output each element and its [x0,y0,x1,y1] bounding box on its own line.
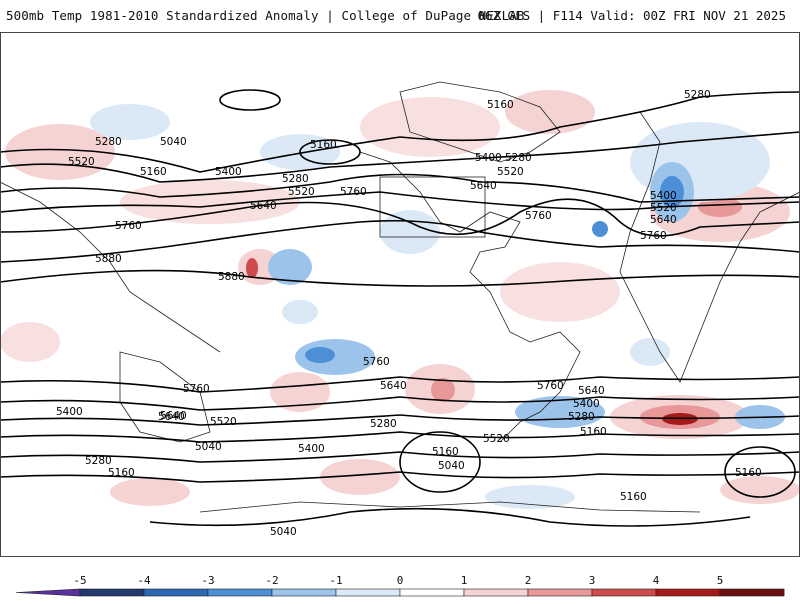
colorbar-swatch [207,588,273,597]
contour-label: 5400 [650,190,677,202]
contour-label: 5400 [215,166,242,178]
colorbar-tick: -1 [329,574,342,587]
contour-label: 5760 [363,356,390,368]
colorbar-ticks: -5 -4 -3 -2 -1 0 1 2 3 4 5 [73,574,723,587]
contour-label: 5760 [537,380,564,392]
contour-label: 5280 [85,455,112,467]
contour-label: 5880 [218,271,245,283]
australia-coast [119,351,211,443]
colorbar-swatch [15,588,81,597]
contour-label: 5640 [470,180,497,192]
cool-anomaly-shading [90,104,785,509]
contour-label: 5640 [380,380,407,392]
contour-label: 5520 [68,156,95,168]
colorbar-swatch [335,588,401,597]
contour-label: 5160 [735,467,762,479]
anomaly-map: 5280 5040 5160 5520 5160 5400 5280 5520 … [0,32,800,557]
colorbar-canvas: -5 -4 -3 -2 -1 0 1 2 3 4 5 [15,574,785,597]
contour-label: 5520 [650,202,677,214]
map-canvas: 5280 5040 5160 5520 5160 5400 5280 5520 … [0,32,800,557]
colorbar-tick: -5 [73,574,86,587]
contour-label: 5400 [298,443,325,455]
contour-label: 5520 [497,166,524,178]
contour-label: 5040 [270,526,297,538]
contour-label: 5760 [525,210,552,222]
contour-label: 5520 [483,433,510,445]
contour-label: 5760 [640,230,667,242]
contour-label: 5040 [195,441,222,453]
colorbar: -5 -4 -3 -2 -1 0 1 2 3 4 5 [0,572,800,600]
colorbar-swatch [79,588,145,597]
contour-label: 5760 [183,383,210,395]
colorbar-swatch [655,588,721,597]
contour-label: 5640 [650,214,677,226]
colorbar-tick: 4 [653,574,660,587]
contour-label: 5160 [432,446,459,458]
europe-africa-coast [619,111,800,383]
colorbar-tick: -2 [265,574,278,587]
colorbar-swatches [15,588,785,597]
model-run-info: 06Z GFS | F114 Valid: 00Z FRI NOV 21 202… [477,8,786,23]
contour-label: 5280 [95,136,122,148]
contour-label: 5640 [160,410,187,422]
contour-label: 5160 [108,467,135,479]
contour-label: 5040 [438,460,465,472]
contour-label: 5160 [140,166,167,178]
contour-label: 5400 [475,152,502,164]
contour-label: 5880 [95,253,122,265]
colorbar-tick: 2 [525,574,532,587]
contour-label: 5160 [620,491,647,503]
colorbar-swatch [399,588,465,597]
contour-labels: 5280 5040 5160 5520 5160 5400 5280 5520 … [56,89,762,538]
height-contours [0,89,800,527]
contour-label: 5160 [310,139,337,151]
contour-label: 5760 [340,186,367,198]
asia-coast [0,181,221,353]
colorbar-tick: 0 [397,574,404,587]
colorbar-swatch [143,588,209,597]
contour-label: 5520 [288,186,315,198]
contour-label: 5280 [282,173,309,185]
contour-label: 5520 [210,416,237,428]
colorbar-swatch [719,588,785,597]
colorbar-tick: -3 [201,574,214,587]
contour-label: 5400 [573,398,600,410]
contour-label: 5400 [56,406,83,418]
contour-label: 5160 [580,426,607,438]
contour-label: 5640 [250,200,277,212]
colorbar-tick: -4 [137,574,151,587]
map-title: 500mb Temp 1981-2010 Standardized Anomal… [6,8,525,23]
contour-label: 5640 [578,385,605,397]
contour-label: 5280 [568,411,595,423]
colorbar-swatch [271,588,337,597]
contour-label: 5760 [115,220,142,232]
colorbar-swatch [463,588,529,597]
contour-label: 5040 [160,136,187,148]
colorbar-tick: 5 [717,574,724,587]
contour-label: 5280 [505,152,532,164]
contour-label: 5280 [370,418,397,430]
colorbar-tick: 3 [589,574,596,587]
contour-label: 5280 [684,89,711,101]
antarctica-coast [199,501,701,513]
map-header: 500mb Temp 1981-2010 Standardized Anomal… [0,0,800,30]
contour-label: 5160 [487,99,514,111]
colorbar-swatch [591,588,657,597]
colorbar-tick: 1 [461,574,468,587]
contour-label: 5640 [158,411,185,423]
colorbar-swatch [527,588,593,597]
usa-states-box [379,176,486,238]
